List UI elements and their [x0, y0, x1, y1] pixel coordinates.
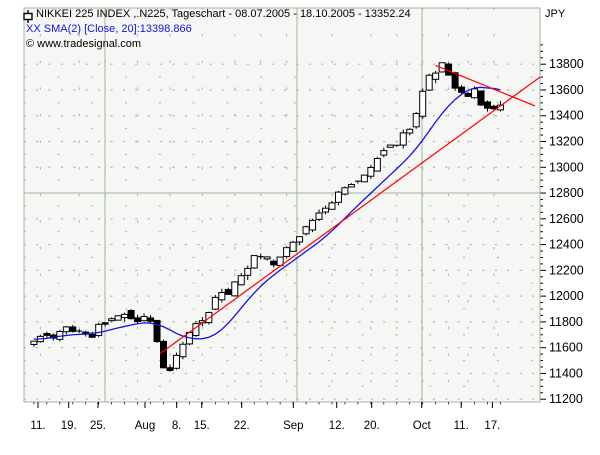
svg-text:12200: 12200 [549, 263, 584, 277]
svg-text:12800: 12800 [549, 186, 584, 200]
svg-text:XX SMA(2) [Close, 20]:13398.86: XX SMA(2) [Close, 20]:13398.866 [26, 23, 192, 35]
svg-text:13400: 13400 [549, 109, 584, 123]
svg-text:11.: 11. [454, 420, 469, 432]
svg-text:13000: 13000 [549, 160, 584, 174]
svg-text:12.: 12. [329, 420, 345, 432]
svg-text:11200: 11200 [549, 392, 583, 406]
svg-text:13800: 13800 [549, 57, 584, 71]
svg-text:15.: 15. [194, 420, 210, 432]
svg-text:Oct: Oct [413, 420, 432, 432]
svg-text:11400: 11400 [549, 366, 583, 380]
svg-text:12600: 12600 [549, 212, 584, 226]
svg-text:Aug: Aug [135, 420, 155, 432]
svg-text:8.: 8. [172, 420, 182, 432]
svg-text:25.: 25. [90, 420, 106, 432]
svg-text:NIKKEI 225 INDEX ,.N225, Tages: NIKKEI 225 INDEX ,.N225, Tageschart - 08… [36, 8, 411, 20]
svg-text:Sep: Sep [283, 420, 303, 432]
svg-text:© www.tradesignal.com: © www.tradesignal.com [26, 38, 141, 50]
svg-text:20.: 20. [364, 420, 380, 432]
svg-text:22.: 22. [234, 420, 250, 432]
svg-text:13200: 13200 [549, 135, 584, 149]
svg-text:19.: 19. [61, 420, 77, 432]
svg-text:13600: 13600 [549, 83, 584, 97]
svg-text:12400: 12400 [549, 238, 584, 252]
svg-text:17.: 17. [484, 420, 500, 432]
svg-text:11800: 11800 [549, 315, 583, 329]
svg-text:JPY: JPY [545, 8, 566, 20]
svg-text:11.: 11. [30, 420, 45, 432]
svg-text:11600: 11600 [549, 341, 583, 355]
svg-text:12000: 12000 [549, 289, 584, 303]
